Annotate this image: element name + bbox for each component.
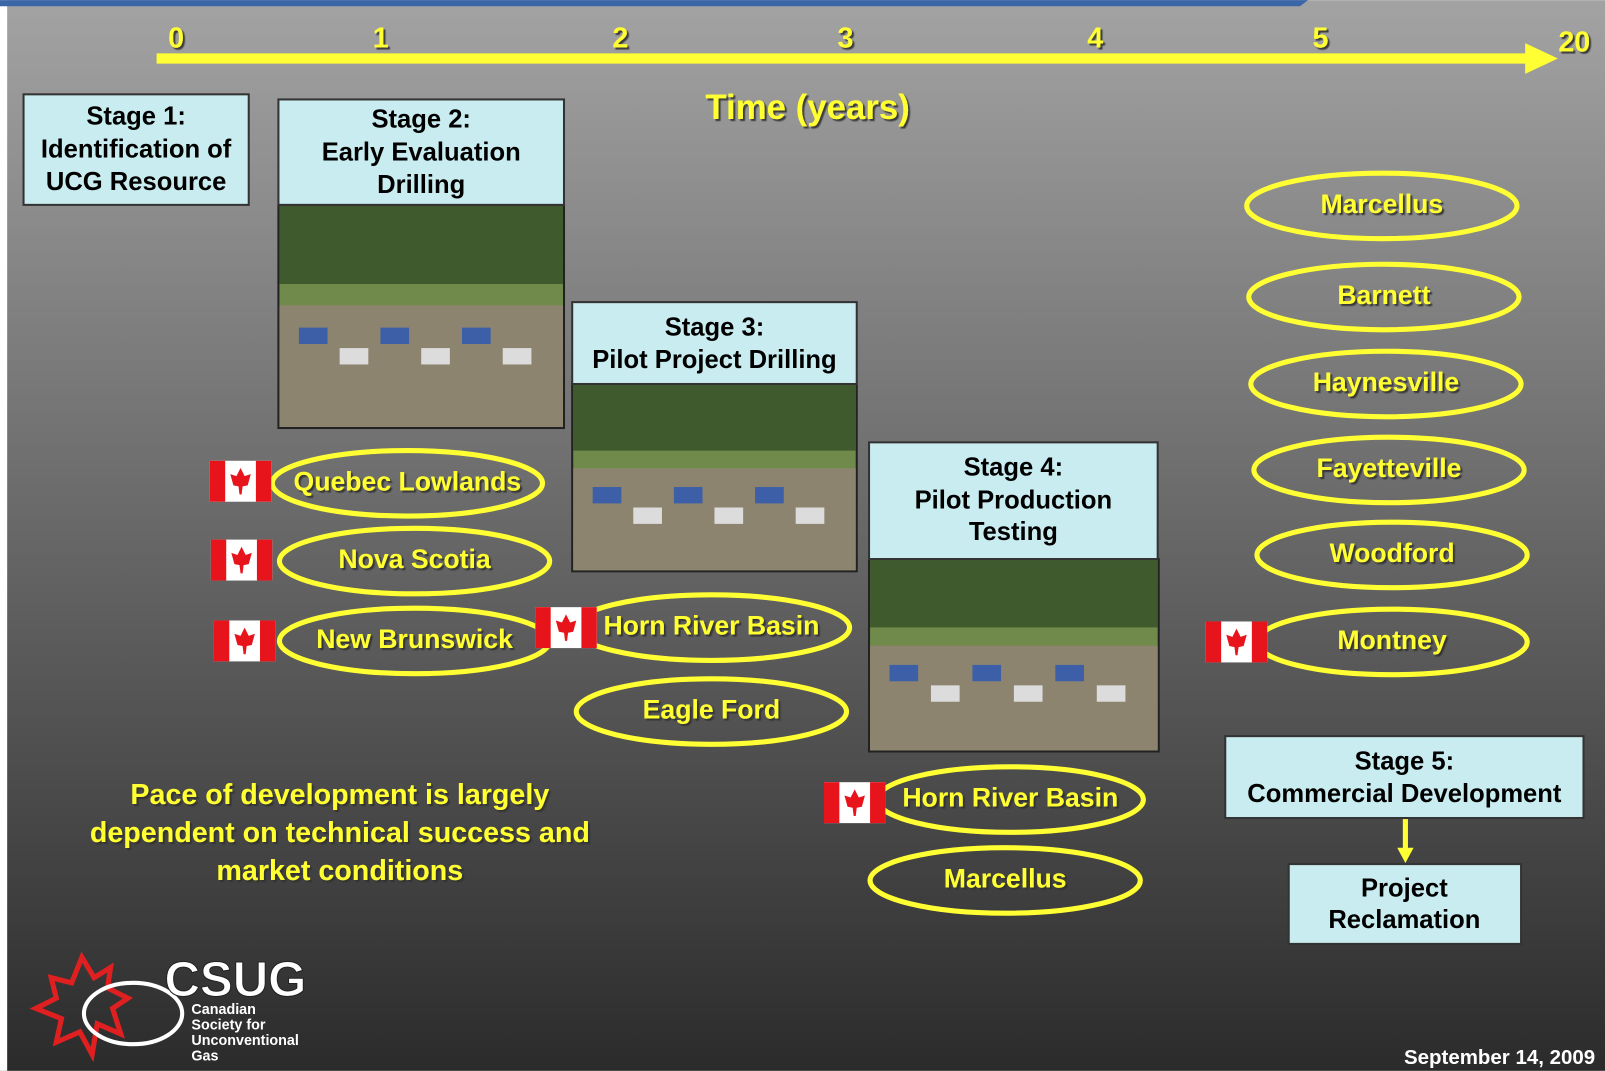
play-label: Fayetteville	[1317, 453, 1462, 483]
flag-band	[1206, 621, 1221, 662]
photo-ground	[279, 305, 563, 427]
axis-tick: 2	[612, 23, 628, 55]
stage-text: Stage 5:	[1355, 747, 1455, 775]
logo-text: Canadian	[191, 1002, 255, 1018]
stage-text: Pilot Production	[915, 486, 1113, 514]
flag-band	[214, 620, 229, 661]
photo-equipment	[299, 328, 328, 344]
stage-text: Stage 2:	[371, 106, 471, 134]
photo-equipment	[421, 348, 450, 364]
photo-equipment	[931, 685, 960, 701]
photo-equipment	[593, 487, 622, 503]
stage-text: Early Evaluation	[322, 138, 521, 166]
stage-text: Stage 4:	[964, 454, 1064, 482]
stage-text: Commercial Development	[1247, 780, 1562, 808]
photo-equipment	[674, 487, 703, 503]
photo-trees	[279, 206, 563, 284]
play-label: Haynesville	[1313, 367, 1459, 397]
flag-band	[870, 782, 885, 823]
footer-date: September 14, 2009	[1404, 1046, 1595, 1069]
photo-equipment	[1014, 685, 1043, 701]
photo-trees	[573, 385, 856, 451]
photo-equipment	[755, 487, 784, 503]
photo-equipment	[1055, 665, 1084, 681]
photo-equipment	[340, 348, 369, 364]
photo-equipment	[714, 508, 743, 524]
stage-text: Stage 1:	[86, 103, 186, 131]
stage-text: Drilling	[377, 171, 465, 199]
flag-band	[1252, 621, 1267, 662]
play-label: Horn River Basin	[902, 783, 1118, 813]
photo-equipment	[503, 348, 532, 364]
note-text: market conditions	[216, 855, 463, 887]
play-label: Marcellus	[1320, 189, 1443, 219]
flag-band	[535, 607, 550, 648]
flag-band	[260, 620, 275, 661]
axis-tick: 4	[1087, 23, 1103, 55]
play-label: Horn River Basin	[603, 611, 819, 641]
stage-text: UCG Resource	[46, 168, 227, 196]
flag-band	[210, 461, 225, 502]
play-label: Montney	[1337, 625, 1447, 655]
stage-text: Pilot Project Drilling	[592, 346, 836, 374]
axis-tick: 3	[838, 23, 854, 55]
reclamation-text: Reclamation	[1328, 906, 1480, 934]
photo-equipment	[796, 508, 825, 524]
flag-band	[824, 782, 839, 823]
stage-text: Testing	[969, 518, 1058, 546]
note-text: dependent on technical success and	[90, 817, 590, 849]
note-text: Pace of development is largely	[130, 779, 549, 811]
flag-band	[256, 461, 271, 502]
photo-equipment	[462, 328, 491, 344]
top-bar	[0, 0, 1308, 6]
logo-text: Unconventional	[191, 1033, 298, 1049]
photo-equipment	[890, 665, 919, 681]
axis-tick: 1	[373, 23, 389, 55]
photo-equipment	[972, 665, 1001, 681]
flag-band	[211, 540, 226, 581]
axis-title: Time (years)	[705, 88, 909, 127]
page: {"header": {"axis_ticks": ["0", "1", "2"…	[0, 0, 1605, 1071]
play-label: Barnett	[1337, 280, 1430, 310]
flag-band	[257, 540, 272, 581]
photo-equipment	[633, 508, 662, 524]
slide: CSUGCanadianSociety forUnconventionalGas…	[0, 0, 1605, 1071]
logo-text: Society for	[191, 1018, 265, 1034]
logo-acronym: CSUG	[164, 953, 306, 1007]
photo-equipment	[1097, 685, 1126, 701]
stage-text: Identification of	[41, 135, 232, 163]
play-label: New Brunswick	[316, 624, 513, 654]
logo-text: Gas	[191, 1048, 218, 1064]
stage-text: Stage 3:	[665, 313, 765, 341]
flag-band	[581, 607, 596, 648]
play-label: Nova Scotia	[338, 544, 491, 574]
axis-tick: 5	[1312, 23, 1328, 55]
axis-tick: 0	[168, 23, 184, 55]
photo-equipment	[380, 328, 409, 344]
play-label: Eagle Ford	[643, 695, 781, 725]
left-strip	[0, 0, 7, 1071]
photo-trees	[870, 560, 1158, 627]
play-label: Woodford	[1330, 538, 1455, 568]
play-label: Marcellus	[944, 863, 1067, 893]
axis-tick: 20	[1558, 27, 1590, 59]
play-label: Quebec Lowlands	[294, 466, 522, 496]
reclamation-text: Project	[1361, 874, 1448, 902]
